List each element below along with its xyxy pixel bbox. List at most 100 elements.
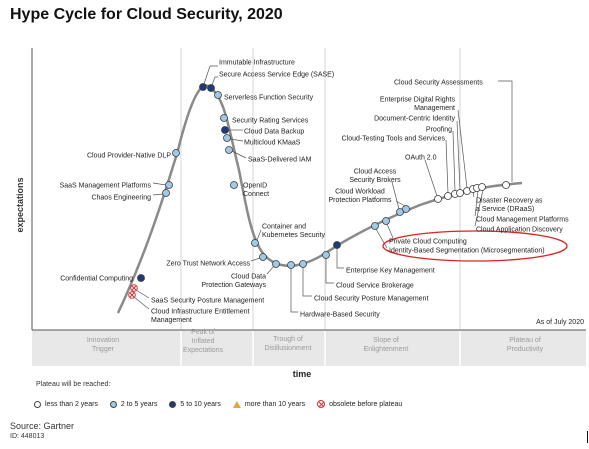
- technology-label: Private Cloud Computing: [389, 239, 467, 246]
- leader-line: [325, 258, 334, 284]
- legend-label: less than 2 years: [45, 401, 98, 408]
- leader-line: [266, 265, 275, 275]
- leader-line: [203, 65, 218, 85]
- data-point: [137, 274, 145, 282]
- data-point: [223, 134, 231, 142]
- technology-label: Cloud Application Discovery: [476, 227, 563, 234]
- leader-line: [474, 190, 479, 217]
- leader-line: [231, 150, 247, 159]
- technology-label: SaaS Management Platforms: [60, 183, 152, 190]
- leader-line: [474, 189, 484, 227]
- leader-line: [152, 182, 167, 186]
- data-point: [502, 181, 510, 189]
- y-axis-label: expectations: [15, 177, 25, 232]
- data-point: [322, 251, 330, 259]
- phase-labels: Innovation Trigger Peak of Inflated Expectat…: [87, 329, 544, 354]
- technology-label: Immutable Infrastructure: [219, 60, 295, 67]
- technology-label: OAuth 2.0: [405, 155, 437, 162]
- leader-line: [498, 80, 513, 182]
- obsolete-marker: [130, 284, 138, 292]
- page-title: Hype Cycle for Cloud Security, 2020: [10, 6, 283, 23]
- leader-line: [395, 200, 406, 207]
- legend-item-2to5: 2 to 5 years: [109, 401, 157, 408]
- hype-curve-line: [116, 84, 523, 314]
- circle-icon: [34, 401, 41, 408]
- phase-label: Peak of Inflated Expectations: [183, 329, 224, 354]
- phase-label: Trough of Disillusionment: [264, 336, 311, 352]
- technology-label: Hardware-Based Security: [300, 312, 380, 319]
- leader-line: [302, 267, 312, 297]
- data-point: [444, 192, 452, 200]
- legend-item-lt2: less than 2 years: [34, 401, 98, 408]
- leader-line: [250, 257, 261, 262]
- data-points: [128, 83, 510, 299]
- technology-label: Enterprise Digital Rights Management: [380, 97, 456, 113]
- data-point: [272, 260, 280, 268]
- technology-label: SaaS Security Posture Management: [151, 298, 264, 305]
- data-point: [165, 181, 173, 189]
- technology-label: Cloud Data Protection Gateways: [201, 274, 266, 290]
- legend-label: obsolete before plateau: [329, 400, 403, 408]
- data-point: [199, 83, 207, 91]
- technology-label: Cloud Service Brokerage: [336, 283, 414, 290]
- highlight-ellipse: [382, 230, 568, 262]
- divider: [587, 431, 588, 443]
- legend-item-5to10: 5 to 10 years: [169, 401, 221, 408]
- data-point: [259, 253, 267, 261]
- technology-label: Cloud Workload Protection Platforms: [328, 189, 392, 205]
- technology-label: Proofing: [426, 127, 452, 134]
- technology-label: Cloud Security Posture Management: [314, 296, 428, 303]
- as-of-label: As of July 2020: [536, 319, 584, 326]
- x-axis-label: time: [293, 369, 312, 379]
- technology-label: Cloud Access Security Brokers: [349, 169, 401, 185]
- technology-label: Cloud Management Platforms: [476, 217, 569, 224]
- legend: less than 2 years 2 to 5 years 5 to 10 y…: [34, 400, 412, 410]
- data-point: [214, 91, 222, 99]
- technology-label: Confidential Computing: [60, 276, 133, 283]
- data-point: [230, 181, 238, 189]
- legend-label: 5 to 10 years: [180, 401, 221, 408]
- data-point: [396, 208, 404, 216]
- data-point: [221, 126, 229, 134]
- data-point: [299, 260, 307, 268]
- technology-labels: Immutable Infrastructure Secure Access Se…: [60, 60, 570, 325]
- highlight-layer: [382, 230, 568, 262]
- data-point: [371, 222, 379, 230]
- leader-line: [229, 138, 244, 142]
- obsolete-icon: [317, 400, 326, 408]
- phase-label: Plateau of Productivity: [507, 337, 544, 353]
- leader-line: [152, 193, 164, 196]
- data-point: [434, 195, 442, 203]
- legend-label: more than 10 years: [244, 401, 306, 408]
- legend-title: Plateau will be reached:: [36, 381, 111, 388]
- technology-label: OpenID Connect: [243, 183, 269, 199]
- technology-label: Secure Access Service Edge (SASE): [219, 72, 334, 79]
- leader-line: [445, 139, 449, 194]
- leader-line: [386, 223, 394, 239]
- phase-band: [32, 330, 586, 366]
- technology-label: Cloud Provider-Native DLP: [87, 153, 171, 160]
- source-note: Source: Gartner: [10, 421, 75, 431]
- technology-label: Enterprise Key Management: [346, 268, 435, 275]
- phase-label: Slope of Enlightenment: [364, 337, 409, 353]
- leader-line: [290, 268, 298, 313]
- phase-label: Innovation Trigger: [87, 337, 119, 353]
- legend-item-obsolete: obsolete before plateau: [317, 400, 402, 408]
- data-point: [225, 146, 233, 154]
- data-point: [287, 261, 295, 269]
- leader-line: [336, 248, 344, 269]
- technology-label: Container and Kubernetes Security: [262, 224, 326, 240]
- leader-line: [424, 159, 438, 197]
- data-point: [251, 239, 259, 247]
- hype-curve: [116, 84, 523, 314]
- obsolete-marker: [128, 291, 136, 299]
- technology-label: Cloud Security Assessments: [394, 80, 483, 87]
- leader-line: [391, 181, 400, 210]
- technology-label: Identity-Based Segmentation (Microsegmen…: [389, 248, 545, 255]
- data-point: [382, 217, 390, 225]
- technology-label: Serverless Function Security: [224, 95, 314, 102]
- technology-label: Cloud Data Backup: [244, 129, 304, 136]
- data-point: [220, 114, 228, 122]
- technology-label: Chaos Engineering: [91, 195, 151, 202]
- triangle-icon: [232, 401, 241, 408]
